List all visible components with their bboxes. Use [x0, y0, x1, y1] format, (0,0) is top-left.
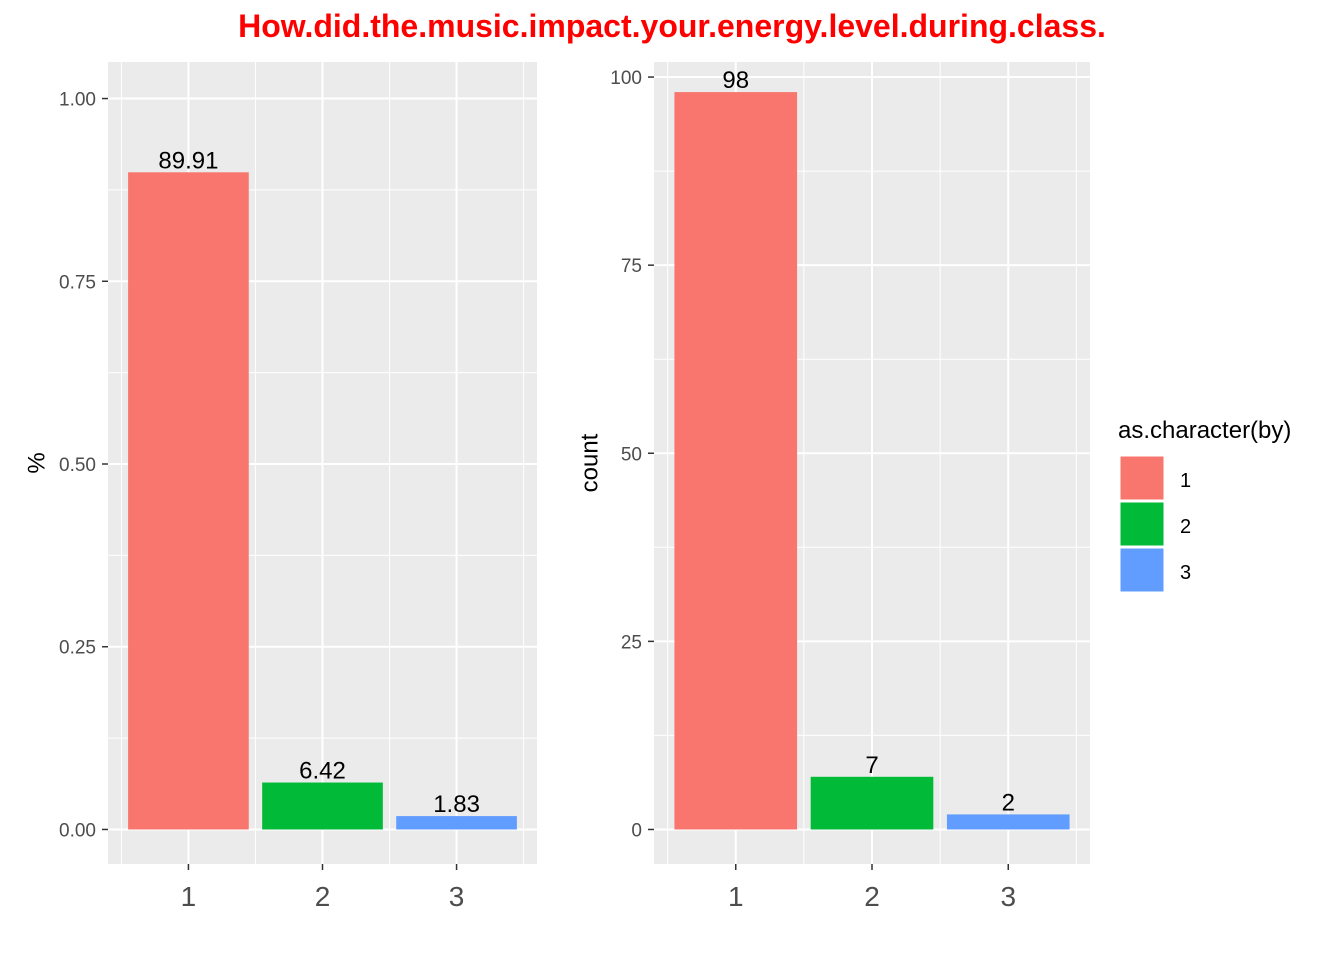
- count-bar-2: [810, 776, 934, 830]
- percent-bar-3: [396, 816, 517, 830]
- legend-key-3: [1119, 547, 1165, 593]
- legend-title: as.character(by): [1118, 417, 1291, 444]
- percent-bar-label-3: 1.83: [433, 791, 480, 818]
- percent-y-tick-label: 1.00: [59, 90, 96, 111]
- count-panel: 0 25 50 75 100 1 2 3 98 7 2 count: [576, 62, 1090, 912]
- percent-panel: 0.00 0.25 0.50 0.75 1.00 1 2 3 89.91 6.42 1.83%: [23, 62, 537, 912]
- count-y-tick-label: 0: [631, 820, 642, 841]
- chart-title: How.did.the.music.impact.your.energy.lev…: [238, 8, 1106, 44]
- percent-y-tick-label: 0.00: [59, 820, 96, 841]
- count-y-tick-label: 100: [610, 68, 642, 89]
- count-bar-label-3: 2: [1002, 789, 1015, 816]
- percent-y-axis-title: %: [23, 452, 50, 473]
- count-y-tick-label: 25: [621, 632, 642, 653]
- percent-y-tick-label: 0.25: [59, 638, 96, 659]
- count-y-tick-label: 50: [621, 444, 642, 465]
- percent-x-tick-label: 3: [449, 881, 465, 912]
- count-bar-1: [674, 92, 798, 830]
- legend-label-1: 1: [1180, 470, 1191, 492]
- count-x-tick-label: 3: [1000, 881, 1016, 912]
- count-bar-label-2: 7: [865, 752, 878, 779]
- percent-bar-label-2: 6.42: [299, 758, 346, 785]
- count-y-axis-title: count: [576, 433, 603, 492]
- count-x-tick-label: 1: [728, 881, 744, 912]
- percent-bar-2: [262, 782, 383, 830]
- legend-label-2: 2: [1180, 516, 1191, 538]
- legend: as.character(by) 1 2 3: [1118, 417, 1291, 593]
- percent-bar-1: [128, 172, 249, 830]
- count-x-tick-label: 2: [864, 881, 880, 912]
- count-y-tick-label: 75: [621, 256, 642, 277]
- legend-key-2: [1119, 501, 1165, 547]
- percent-x-tick-label: 1: [181, 881, 197, 912]
- legend-label-3: 3: [1180, 562, 1191, 584]
- percent-y-tick-label: 0.75: [59, 272, 96, 293]
- percent-bar-label-1: 89.91: [158, 147, 218, 174]
- legend-key-1: [1119, 455, 1165, 501]
- count-bar-3: [946, 814, 1070, 830]
- percent-x-tick-label: 2: [315, 881, 331, 912]
- count-bar-label-1: 98: [722, 67, 749, 94]
- percent-y-tick-label: 0.50: [59, 455, 96, 476]
